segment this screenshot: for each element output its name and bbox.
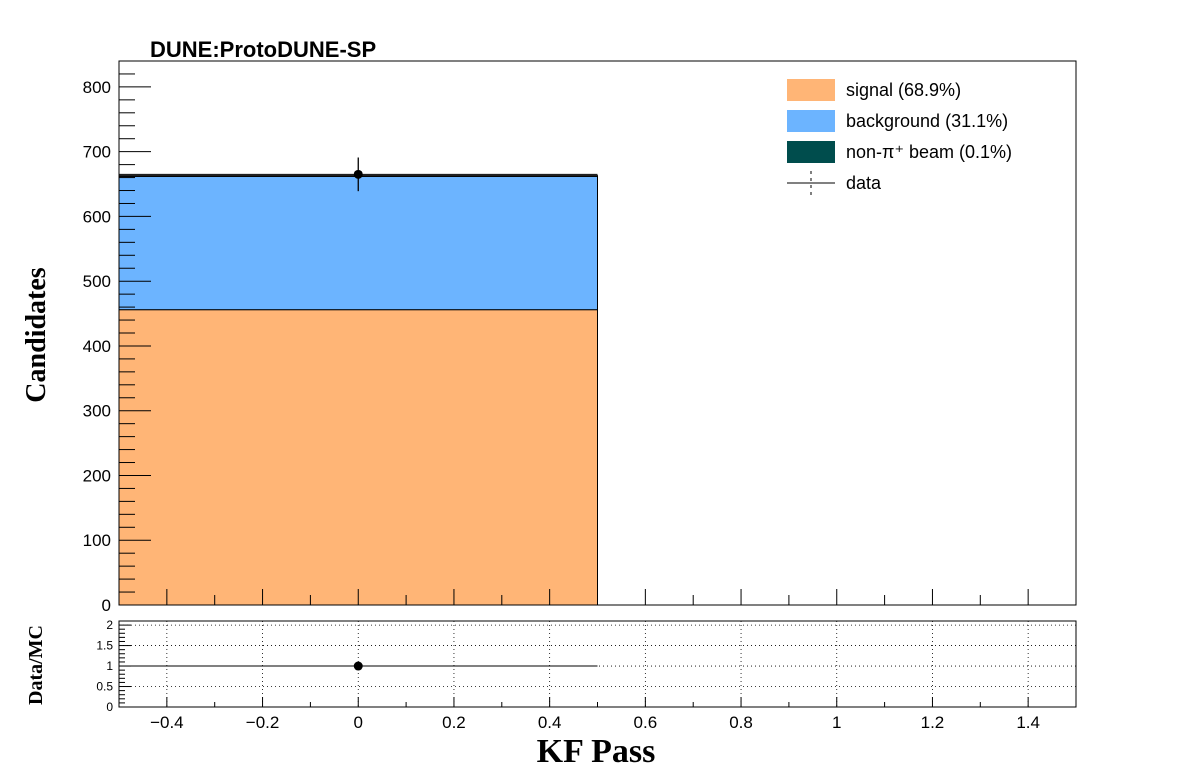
y-tick-label: 600 [83, 207, 111, 226]
legend-swatch [787, 79, 835, 101]
main-x-ticks [166, 589, 1029, 605]
legend-label: background (31.1%) [846, 111, 1008, 131]
ratio-point [353, 661, 363, 671]
ratio-grid [119, 621, 1076, 708]
stacked-bars [118, 175, 598, 606]
y-tick-label: 100 [83, 531, 111, 550]
ratio-y-tick-label: 0.5 [96, 680, 113, 694]
ratio-y-tick-label: 0 [106, 700, 113, 714]
legend-label: signal (68.9%) [846, 80, 961, 100]
x-tick-label: 0 [354, 713, 363, 732]
x-tick-label: 0.2 [442, 713, 466, 732]
ratio-y-axis-label: Data/MC [25, 625, 47, 705]
x-tick-label: 0.4 [538, 713, 562, 732]
y-tick-label: 400 [83, 337, 111, 356]
x-tick-label: 0.8 [729, 713, 753, 732]
legend-swatch [787, 110, 835, 132]
data-markers [119, 157, 598, 192]
x-tick-label: −0.2 [246, 713, 280, 732]
chart-title: DUNE:ProtoDUNE-SP [150, 37, 376, 62]
ratio-y-tick-label: 1 [106, 659, 113, 673]
ratio-y-tick-label: 1.5 [96, 639, 113, 653]
y-tick-label: 700 [83, 143, 111, 162]
bar-signal [118, 309, 598, 606]
y-axis-label: Candidates [21, 267, 52, 402]
y-tick-label: 500 [83, 272, 111, 291]
legend: signal (68.9%) background (31.1%) non-π⁺ b… [787, 79, 1012, 195]
x-tick-label: 1.2 [921, 713, 945, 732]
x-tick-label: −0.4 [150, 713, 184, 732]
bar-background [118, 175, 598, 311]
ratio-y-tick-label: 2 [106, 618, 113, 632]
legend-label: non-π⁺ beam (0.1%) [846, 142, 1012, 162]
main-y-axis: 0 100 200 300 400 500 600 700 800 [83, 60, 151, 615]
y-tick-label: 200 [83, 466, 111, 485]
x-tick-label: 0.6 [634, 713, 658, 732]
x-tick-label: 1.4 [1016, 713, 1040, 732]
ratio-markers [119, 661, 598, 671]
y-tick-label: 800 [83, 78, 111, 97]
y-tick-label: 0 [102, 596, 111, 615]
x-axis-label: KF Pass [537, 733, 656, 770]
legend-swatch [787, 141, 835, 163]
data-point [353, 169, 363, 179]
x-tick-label: 1 [832, 713, 841, 732]
y-tick-label: 300 [83, 402, 111, 421]
legend-label: data [846, 173, 882, 193]
x-axis: −0.4 −0.2 0 0.2 0.4 0.6 0.8 1 1.2 1.4 [150, 697, 1040, 732]
